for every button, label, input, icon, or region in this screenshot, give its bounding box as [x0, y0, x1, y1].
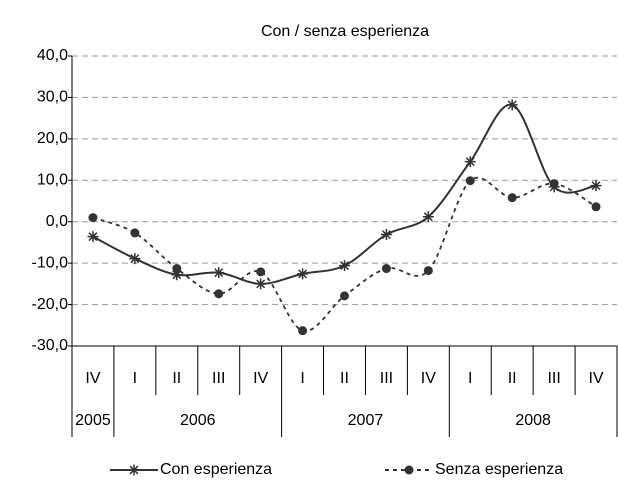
data-point — [507, 193, 517, 203]
series-line — [92, 103, 597, 285]
data-point — [464, 156, 476, 168]
data-point — [423, 266, 433, 276]
data-point — [422, 211, 434, 223]
data-point — [255, 278, 267, 290]
legend-label: Senza esperienza — [435, 461, 563, 478]
data-point — [380, 229, 392, 241]
x-tick-label: IV — [85, 370, 100, 387]
data-point — [214, 289, 224, 299]
data-point — [213, 267, 225, 279]
y-tick-label: -20,0 — [32, 296, 69, 313]
data-point — [549, 179, 559, 189]
year-label: 2006 — [180, 412, 216, 429]
data-point — [256, 267, 266, 277]
x-tick-label: IV — [588, 370, 603, 387]
data-point — [297, 268, 309, 280]
y-tick-label: -10,0 — [32, 254, 69, 271]
data-point — [88, 213, 98, 223]
legend-label: Con esperienza — [160, 461, 272, 478]
data-point — [465, 176, 475, 186]
x-tick-label: I — [133, 370, 137, 387]
year-label: 2007 — [348, 412, 384, 429]
data-point — [172, 264, 182, 274]
x-tick-label: II — [508, 370, 517, 387]
x-tick-label: IV — [421, 370, 436, 387]
series-line — [92, 176, 597, 332]
y-tick-label: 30,0 — [37, 89, 68, 106]
data-point — [130, 228, 140, 238]
x-tick-label: III — [380, 370, 393, 387]
data-point — [298, 326, 308, 336]
x-tick-label: II — [340, 370, 349, 387]
x-tick-label: IV — [253, 370, 268, 387]
x-tick-label: I — [300, 370, 304, 387]
y-tick-label: 0,0 — [46, 213, 68, 230]
data-point — [381, 264, 391, 274]
data-point — [340, 291, 349, 301]
y-tick-label: 20,0 — [37, 130, 68, 147]
data-point — [591, 202, 601, 212]
x-tick-label: I — [468, 370, 472, 387]
legend-marker — [128, 464, 140, 476]
data-point — [171, 269, 183, 281]
x-tick-label: III — [212, 370, 225, 387]
x-tick-label: III — [547, 370, 560, 387]
x-tick-label: II — [172, 370, 181, 387]
y-tick-label: 40,0 — [37, 47, 68, 64]
data-point — [87, 231, 99, 243]
data-point — [506, 99, 518, 111]
y-tick-label: -30,0 — [32, 337, 69, 354]
year-label: 2008 — [515, 412, 551, 429]
y-tick-label: 10,0 — [37, 172, 68, 189]
data-point — [129, 253, 141, 265]
chart-title: Con / senza esperienza — [261, 23, 429, 40]
data-point — [590, 180, 602, 192]
legend-marker — [404, 465, 414, 475]
data-point — [339, 260, 350, 272]
year-label: 2005 — [75, 412, 111, 429]
